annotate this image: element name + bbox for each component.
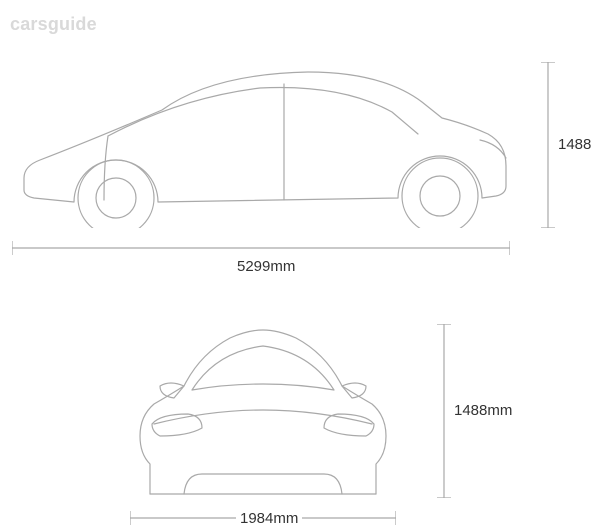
watermark: carsguide <box>10 14 97 35</box>
car-side-view <box>12 62 510 228</box>
side-length-bar <box>12 241 510 255</box>
diagram-canvas: carsguide 5299mm <box>0 0 592 532</box>
side-height-label: 1488mm <box>558 136 592 153</box>
side-height-bar <box>541 62 555 228</box>
car-front-view <box>130 324 396 498</box>
side-length-label: 5299mm <box>237 258 295 275</box>
front-height-bar <box>437 324 451 498</box>
front-width-label: 1984mm <box>236 510 302 527</box>
front-height-label: 1488mm <box>454 402 512 419</box>
